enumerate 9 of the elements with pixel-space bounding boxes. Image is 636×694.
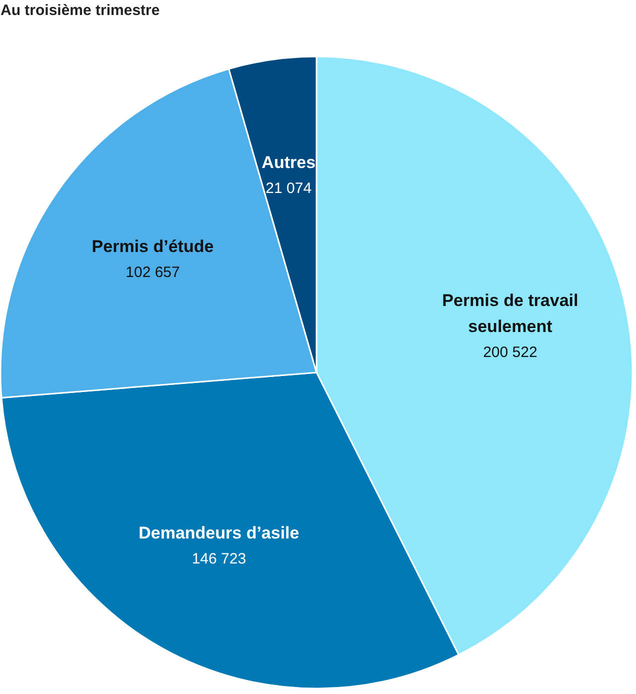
data-label: 146 723 <box>192 550 246 568</box>
slice-label: Autres <box>262 152 316 172</box>
slice-label: Permis de travail seulement <box>442 290 578 336</box>
data-label: 200 522 <box>483 344 538 361</box>
slice-label: Permis d’étude <box>92 236 214 256</box>
chart-title: Au troisième trimestre <box>0 2 160 19</box>
slice-label: Demandeurs d’asile <box>138 524 300 543</box>
data-label: 21 074 <box>266 180 312 197</box>
data-label: 102 657 <box>126 264 180 281</box>
